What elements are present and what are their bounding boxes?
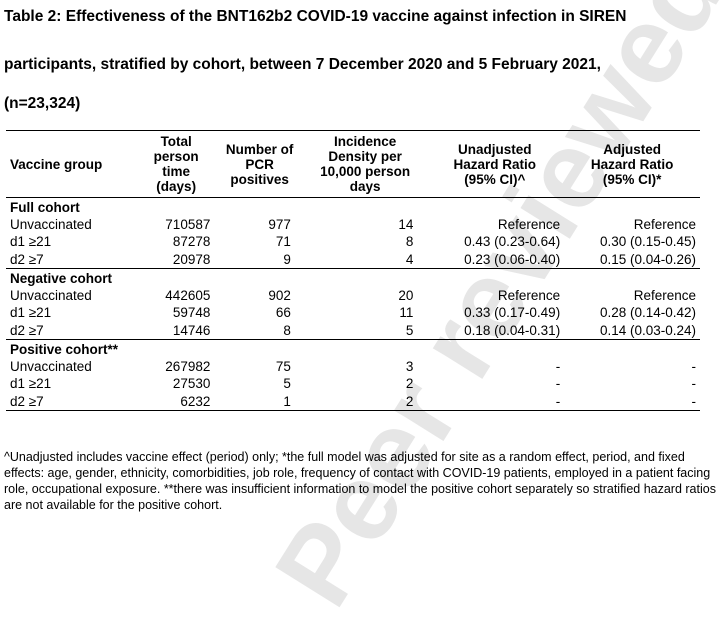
- cohort-label: Full cohort: [10, 200, 80, 215]
- cell-adjusted-hr: -: [564, 392, 700, 411]
- cell-unadjusted-hr: 0.33 (0.17-0.49): [464, 305, 561, 320]
- cell-incidence-density: 2: [304, 392, 426, 411]
- cell-unadjusted-hr: Reference: [497, 287, 561, 303]
- header-unadjusted-hr-text: Unadjusted Hazard Ratio (95% CI)^: [453, 141, 537, 187]
- table-row: d1 ≥21 87278 71 8 0.43 (0.23-0.64) 0.30 …: [6, 233, 700, 251]
- cell-unadjusted-hr: 0.23 (0.06-0.40): [464, 251, 561, 267]
- cohort-row-negative: Negative cohort: [6, 268, 700, 287]
- cell-person-time: 710587: [165, 216, 211, 232]
- cell-adjusted-hr: -: [691, 376, 697, 391]
- table-body: Full cohort Unvaccinated 710587 977 14 R…: [6, 198, 700, 411]
- table-header: Vaccine group Total person time (days) N…: [6, 130, 700, 198]
- header-incidence-density: Incidence Density per 10,000 person days: [304, 130, 426, 198]
- cell-pcr-positives: 8: [283, 322, 291, 338]
- cell-person-time: 59748: [172, 305, 211, 320]
- cell-incidence-density: 3: [405, 358, 414, 374]
- table-row: d1 ≥21 59748 66 11 0.33 (0.17-0.49) 0.28…: [6, 304, 700, 322]
- cell-unadjusted-hr: 0.18 (0.04-0.31): [464, 322, 561, 338]
- cell-incidence-density: 4: [405, 251, 414, 267]
- table-title-line-3: (n=23,324): [4, 95, 81, 112]
- cell-pcr-positives: 902: [268, 287, 291, 303]
- header-unadjusted-hr: Unadjusted Hazard Ratio (95% CI)^: [425, 130, 565, 198]
- cell-vaccine-group: Unvaccinated: [10, 216, 92, 232]
- cell-pcr-positives: 1: [214, 392, 305, 411]
- table-row: Unvaccinated 442605 902 20 Reference Ref…: [6, 287, 700, 305]
- table-title-line-1: Table 2: Effectiveness of the BNT162b2 C…: [4, 8, 627, 25]
- cell-person-time: 87278: [172, 234, 211, 249]
- cell-unadjusted-hr: Reference: [497, 216, 561, 232]
- cell-pcr-positives: 5: [283, 376, 291, 391]
- cell-incidence-density: 20: [398, 287, 414, 303]
- cell-vaccine-group: Unvaccinated: [10, 358, 92, 374]
- table-title-line-2: participants, stratified by cohort, betw…: [4, 56, 601, 73]
- cell-incidence-density: 11: [399, 305, 414, 320]
- table-row: Unvaccinated 710587 977 14 Reference Ref…: [6, 216, 700, 234]
- header-adjusted-hr-text: Adjusted Hazard Ratio (95% CI)*: [590, 141, 674, 187]
- cell-person-time: 267982: [165, 358, 211, 374]
- table-row: d2 ≥7 6232 1 2 - -: [6, 392, 700, 411]
- cell-vaccine-group: d2 ≥7: [10, 251, 44, 267]
- cell-person-time: 14746: [172, 322, 211, 338]
- header-pcr-positives: Number of PCR positives: [214, 130, 305, 198]
- cohort-label: Positive cohort**: [6, 339, 700, 358]
- header-person-time-text: Total person time (days): [153, 134, 199, 194]
- header-person-time: Total person time (days): [138, 130, 215, 198]
- cohort-label: Negative cohort: [6, 268, 700, 287]
- cell-adjusted-hr: 0.14 (0.03-0.24): [599, 322, 696, 338]
- cell-pcr-positives: 66: [275, 305, 291, 320]
- cell-person-time: 20978: [172, 251, 211, 267]
- header-incidence-density-text: Incidence Density per 10,000 person days: [320, 134, 411, 194]
- cell-adjusted-hr: 0.28 (0.14-0.42): [599, 305, 696, 320]
- cell-person-time: 6232: [138, 392, 215, 411]
- cell-vaccine-group: Unvaccinated: [10, 287, 92, 303]
- cell-incidence-density: 2: [405, 376, 414, 391]
- header-pcr-positives-text: Number of PCR positives: [225, 141, 294, 187]
- cell-vaccine-group: d2 ≥7: [6, 392, 139, 411]
- cell-pcr-positives: 75: [275, 358, 291, 374]
- cohort-row-positive: Positive cohort**: [6, 339, 700, 358]
- cell-vaccine-group: d2 ≥7: [10, 322, 44, 338]
- cell-incidence-density: 8: [405, 234, 414, 249]
- table-row: Unvaccinated 267982 75 3 - -: [6, 358, 700, 376]
- cell-person-time: 27530: [172, 376, 211, 391]
- cell-person-time: 442605: [165, 287, 211, 303]
- cell-unadjusted-hr: -: [555, 358, 561, 374]
- cohort-row-full: Full cohort: [6, 198, 700, 216]
- table-footnote: ^Unadjusted includes vaccine effect (per…: [4, 450, 716, 512]
- cell-unadjusted-hr: -: [555, 376, 561, 391]
- cell-vaccine-group: d1 ≥21: [10, 234, 52, 249]
- header-row: Vaccine group Total person time (days) N…: [6, 130, 700, 198]
- cell-incidence-density: 14: [398, 216, 414, 232]
- cell-adjusted-hr: -: [691, 358, 697, 374]
- cell-adjusted-hr: 0.30 (0.15-0.45): [599, 234, 696, 249]
- cell-pcr-positives: 977: [268, 216, 291, 232]
- cell-pcr-positives: 71: [275, 234, 291, 249]
- cell-unadjusted-hr: 0.43 (0.23-0.64): [464, 234, 561, 249]
- table-row: d2 ≥7 14746 8 5 0.18 (0.04-0.31) 0.14 (0…: [6, 322, 700, 340]
- cell-adjusted-hr: Reference: [633, 287, 696, 303]
- table-row: d1 ≥21 27530 5 2 - -: [6, 375, 700, 393]
- cell-incidence-density: 5: [405, 322, 414, 338]
- cell-adjusted-hr: Reference: [633, 216, 696, 232]
- header-adjusted-hr: Adjusted Hazard Ratio (95% CI)*: [564, 130, 700, 198]
- cell-vaccine-group: d1 ≥21: [10, 305, 52, 320]
- cell-pcr-positives: 9: [283, 251, 291, 267]
- header-vaccine-group: Vaccine group: [6, 130, 139, 198]
- table-row: d2 ≥7 20978 9 4 0.23 (0.06-0.40) 0.15 (0…: [6, 251, 700, 269]
- results-table: Vaccine group Total person time (days) N…: [6, 130, 700, 411]
- cell-unadjusted-hr: -: [425, 392, 565, 411]
- cell-vaccine-group: d1 ≥21: [10, 376, 52, 391]
- cell-adjusted-hr: 0.15 (0.04-0.26): [599, 251, 696, 267]
